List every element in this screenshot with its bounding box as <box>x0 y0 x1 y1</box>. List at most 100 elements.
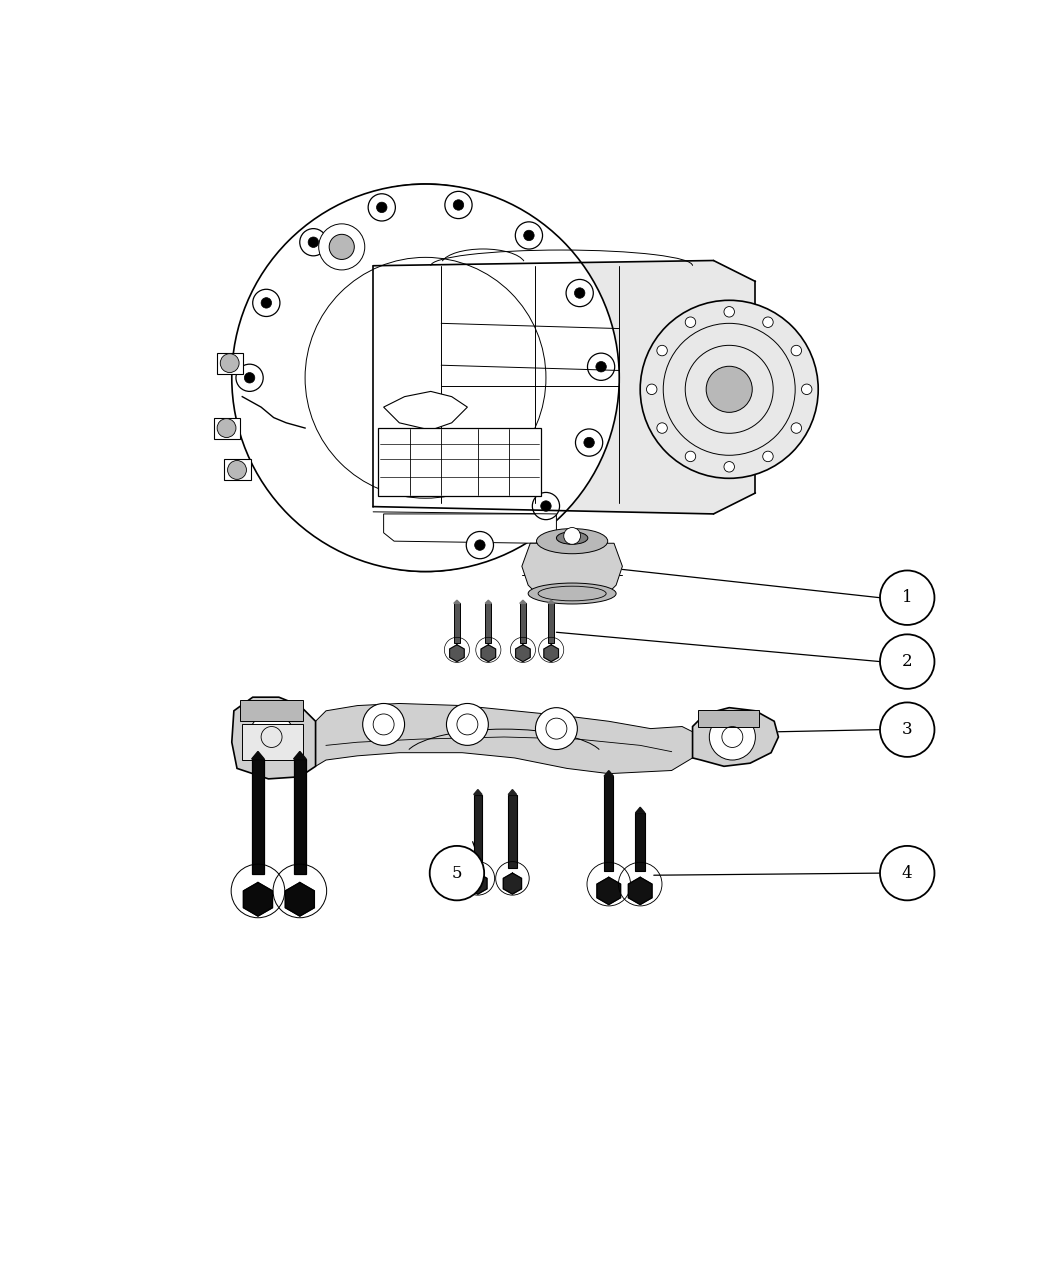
Polygon shape <box>635 807 645 813</box>
Circle shape <box>595 362 606 372</box>
Circle shape <box>466 532 493 558</box>
Polygon shape <box>252 751 265 759</box>
Circle shape <box>640 301 818 478</box>
Circle shape <box>532 492 560 520</box>
Circle shape <box>880 845 934 900</box>
Ellipse shape <box>537 529 608 553</box>
Bar <box>240 700 303 722</box>
Circle shape <box>657 346 668 356</box>
Circle shape <box>657 423 668 434</box>
Circle shape <box>707 366 752 412</box>
Bar <box>698 710 758 727</box>
Bar <box>635 813 645 871</box>
Bar <box>548 603 554 643</box>
Circle shape <box>564 528 581 544</box>
Circle shape <box>588 353 614 380</box>
Circle shape <box>429 845 484 900</box>
Polygon shape <box>454 601 460 603</box>
Bar <box>378 428 541 496</box>
Circle shape <box>329 235 354 259</box>
Bar <box>214 418 240 439</box>
Polygon shape <box>383 391 467 430</box>
Polygon shape <box>286 882 314 915</box>
Circle shape <box>536 708 578 750</box>
Polygon shape <box>597 877 621 904</box>
Circle shape <box>220 353 239 372</box>
Circle shape <box>236 365 264 391</box>
Ellipse shape <box>556 532 588 544</box>
Bar <box>294 759 307 875</box>
Circle shape <box>253 289 280 316</box>
Circle shape <box>516 222 543 249</box>
Circle shape <box>574 288 585 298</box>
Circle shape <box>791 346 801 356</box>
Circle shape <box>369 194 396 221</box>
Circle shape <box>584 437 594 448</box>
Circle shape <box>723 306 734 317</box>
Polygon shape <box>481 645 496 662</box>
Circle shape <box>575 428 603 456</box>
Polygon shape <box>248 184 604 571</box>
Bar <box>485 603 491 643</box>
Circle shape <box>245 372 255 382</box>
Circle shape <box>762 317 773 328</box>
Circle shape <box>801 384 812 394</box>
Circle shape <box>880 635 934 689</box>
Circle shape <box>308 237 318 247</box>
Polygon shape <box>520 601 526 603</box>
Circle shape <box>217 418 236 437</box>
Text: 5: 5 <box>452 864 462 881</box>
Bar <box>454 603 460 643</box>
Polygon shape <box>316 704 693 774</box>
Bar <box>217 353 244 374</box>
Circle shape <box>362 704 404 746</box>
Circle shape <box>228 460 247 479</box>
Circle shape <box>524 231 534 241</box>
Polygon shape <box>383 514 556 543</box>
Polygon shape <box>244 882 272 915</box>
Polygon shape <box>604 770 613 776</box>
Circle shape <box>710 714 755 760</box>
Bar <box>520 603 526 643</box>
Circle shape <box>249 714 295 760</box>
Text: 2: 2 <box>902 653 912 671</box>
Circle shape <box>791 423 801 434</box>
Circle shape <box>541 501 551 511</box>
Circle shape <box>261 297 272 309</box>
Bar <box>604 776 613 871</box>
Circle shape <box>377 203 387 213</box>
Polygon shape <box>232 697 316 779</box>
Bar <box>243 724 303 760</box>
Polygon shape <box>628 877 652 904</box>
Bar <box>508 794 517 868</box>
Circle shape <box>880 703 934 757</box>
Circle shape <box>686 451 696 462</box>
Text: 4: 4 <box>902 864 912 881</box>
Text: 3: 3 <box>902 722 912 738</box>
Circle shape <box>475 539 485 551</box>
Bar <box>225 459 251 481</box>
Polygon shape <box>474 789 482 794</box>
Polygon shape <box>373 260 755 514</box>
Polygon shape <box>503 873 522 894</box>
Circle shape <box>454 200 464 210</box>
Polygon shape <box>294 751 307 759</box>
Polygon shape <box>449 645 464 662</box>
Bar <box>252 759 265 875</box>
Polygon shape <box>548 601 554 603</box>
Text: 1: 1 <box>902 589 912 606</box>
Circle shape <box>299 228 327 256</box>
Circle shape <box>319 224 364 270</box>
Ellipse shape <box>528 583 616 604</box>
Bar <box>474 794 482 868</box>
Polygon shape <box>508 789 517 794</box>
Polygon shape <box>485 601 491 603</box>
Circle shape <box>446 704 488 746</box>
Circle shape <box>445 191 472 218</box>
Circle shape <box>566 279 593 307</box>
Polygon shape <box>468 873 487 894</box>
Polygon shape <box>522 543 623 594</box>
Circle shape <box>723 462 734 472</box>
Circle shape <box>880 570 934 625</box>
Polygon shape <box>544 645 559 662</box>
